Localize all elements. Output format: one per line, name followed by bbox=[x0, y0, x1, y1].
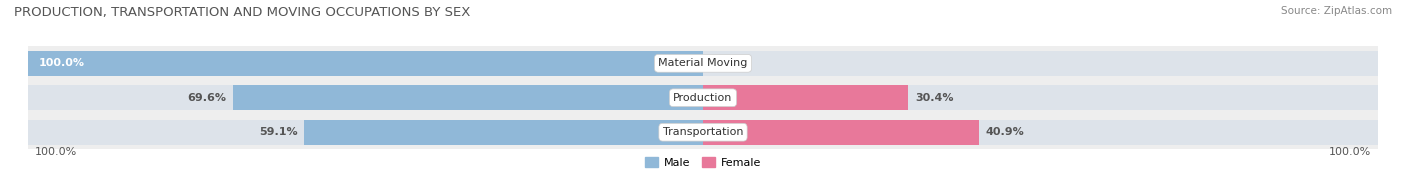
Text: 100.0%: 100.0% bbox=[38, 58, 84, 68]
Bar bbox=[28, 81, 1378, 115]
Text: 100.0%: 100.0% bbox=[35, 147, 77, 157]
Bar bbox=[28, 46, 1378, 81]
Text: 69.6%: 69.6% bbox=[187, 93, 226, 103]
Text: Transportation: Transportation bbox=[662, 127, 744, 137]
Text: Production: Production bbox=[673, 93, 733, 103]
Text: Material Moving: Material Moving bbox=[658, 58, 748, 68]
Text: 30.4%: 30.4% bbox=[915, 93, 953, 103]
Bar bbox=[703, 120, 979, 145]
Legend: Male, Female: Male, Female bbox=[645, 157, 761, 168]
Bar bbox=[28, 85, 1378, 110]
Bar bbox=[28, 115, 1378, 149]
Text: 59.1%: 59.1% bbox=[259, 127, 298, 137]
Text: PRODUCTION, TRANSPORTATION AND MOVING OCCUPATIONS BY SEX: PRODUCTION, TRANSPORTATION AND MOVING OC… bbox=[14, 6, 471, 19]
Text: 0.0%: 0.0% bbox=[710, 58, 741, 68]
Bar bbox=[28, 51, 1378, 76]
Text: Source: ZipAtlas.com: Source: ZipAtlas.com bbox=[1281, 6, 1392, 16]
Bar bbox=[28, 120, 1378, 145]
Bar bbox=[703, 85, 908, 110]
Text: 40.9%: 40.9% bbox=[986, 127, 1025, 137]
Text: 100.0%: 100.0% bbox=[1329, 147, 1371, 157]
Bar bbox=[28, 51, 703, 76]
Bar bbox=[233, 85, 703, 110]
Bar bbox=[304, 120, 703, 145]
